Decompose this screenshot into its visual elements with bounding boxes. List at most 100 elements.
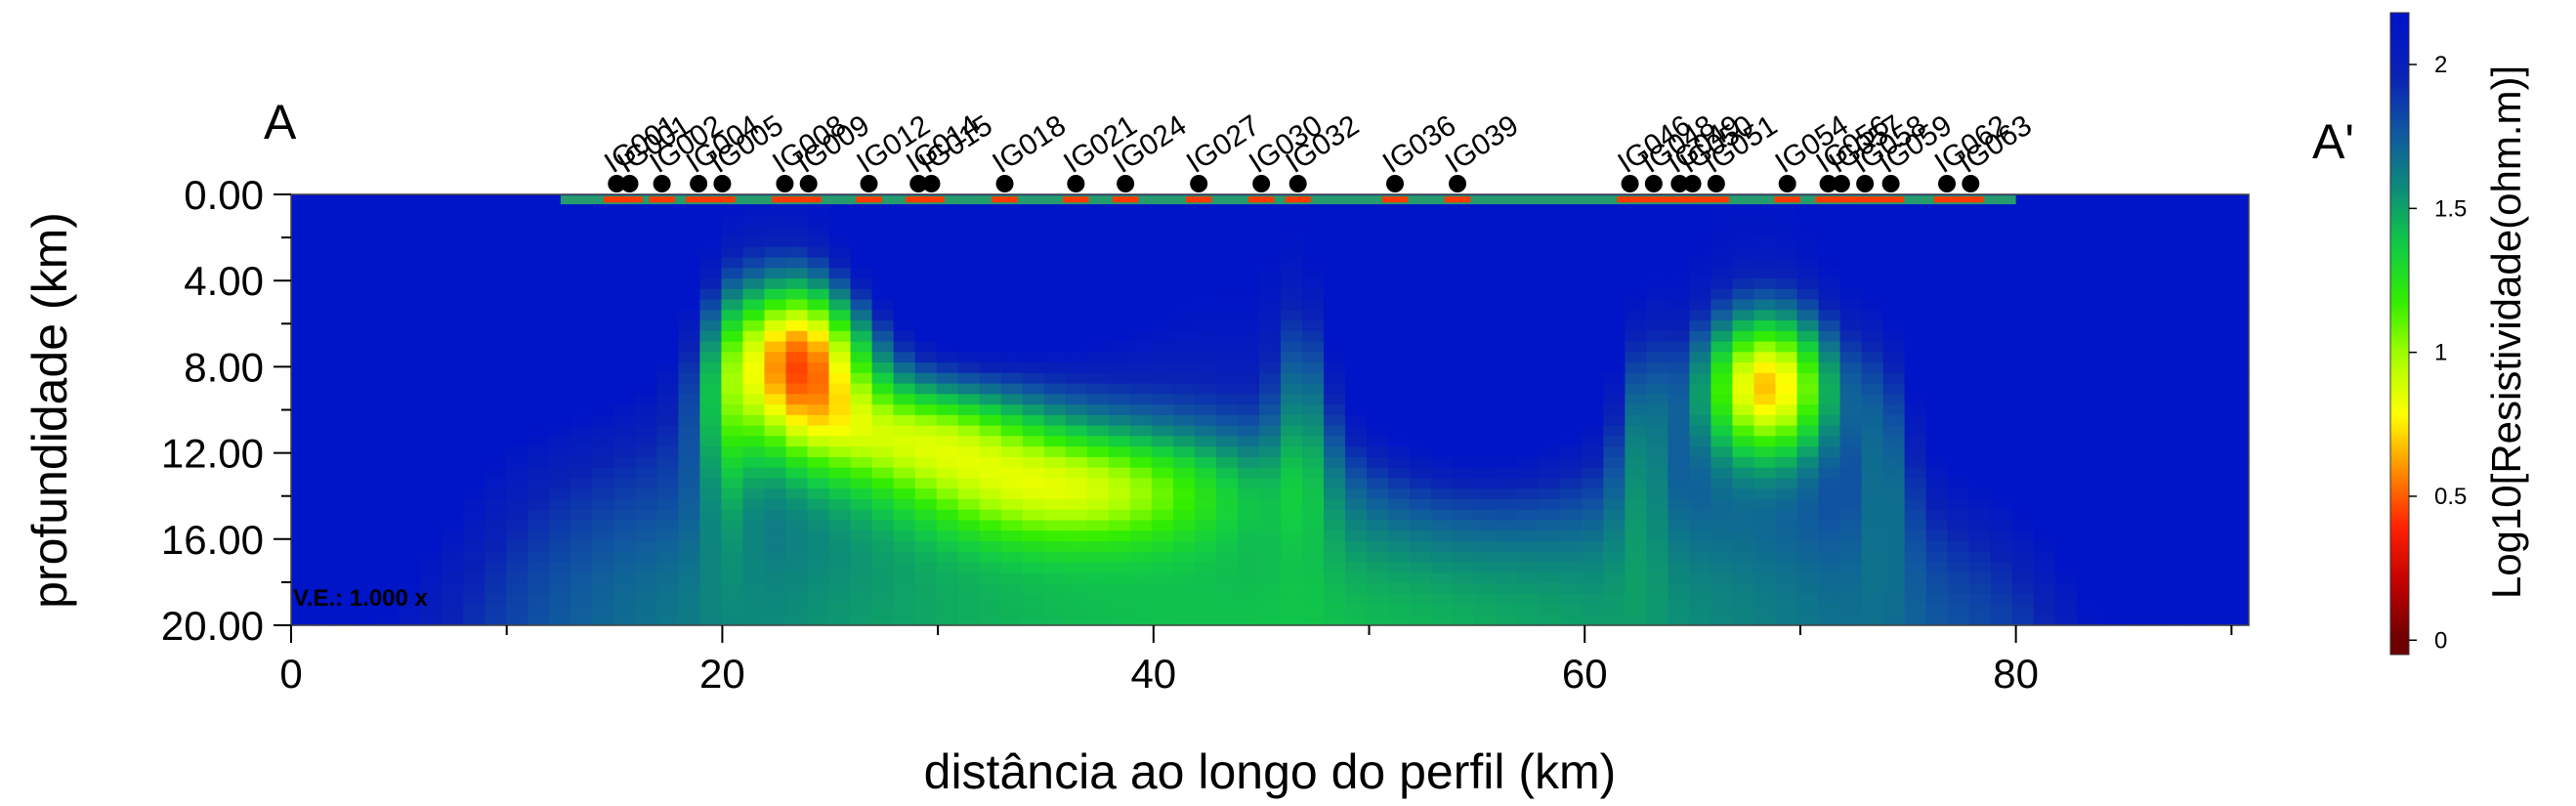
heatmap-cell — [1539, 593, 1561, 606]
heatmap-cell — [1710, 268, 1734, 279]
heatmap-cell — [1410, 204, 1432, 217]
heatmap-cell — [2140, 520, 2164, 531]
heatmap-cell — [356, 456, 378, 469]
heatmap-cell — [1281, 509, 1303, 522]
heatmap-cell — [1172, 288, 1196, 301]
heatmap-cell — [635, 436, 657, 447]
heatmap-cell — [1925, 288, 1949, 301]
heatmap-cell — [957, 604, 981, 615]
heatmap-cell — [2097, 498, 2121, 511]
heatmap-cell — [764, 268, 787, 279]
heatmap-cell — [785, 562, 809, 573]
heatmap-cell — [785, 425, 809, 437]
heatmap-cell — [463, 394, 486, 405]
heatmap-cell — [828, 246, 852, 259]
heatmap-cell — [1151, 404, 1174, 416]
heatmap-cell — [1925, 310, 1949, 321]
heatmap-cell — [1517, 383, 1540, 395]
heatmap-cell — [613, 488, 636, 500]
heatmap-cell — [871, 540, 895, 553]
heatmap-cell — [1775, 467, 1798, 480]
heatmap-cell — [1968, 204, 1992, 217]
heatmap-cell — [1904, 593, 1927, 606]
heatmap-cell — [1861, 288, 1884, 301]
heatmap-cell — [420, 278, 443, 290]
heatmap-cell — [1668, 362, 1691, 374]
heatmap-cell — [871, 593, 895, 606]
heatmap-cell — [313, 446, 335, 458]
heatmap-cell — [2054, 573, 2078, 584]
heatmap-cell — [1517, 520, 1540, 531]
heatmap-cell — [528, 478, 550, 489]
heatmap-cell — [2097, 414, 2121, 427]
heatmap-cell — [1582, 425, 1604, 437]
heatmap-cell — [399, 540, 421, 553]
heatmap-cell — [1410, 246, 1432, 259]
heatmap-cell — [957, 268, 981, 279]
heatmap-cell — [613, 215, 636, 227]
heatmap-cell — [1000, 562, 1024, 573]
heatmap-cell — [1281, 467, 1303, 480]
heatmap-cell — [2011, 615, 2035, 626]
heatmap-cell — [1237, 362, 1260, 374]
heatmap-cell — [2076, 604, 2099, 615]
heatmap-cell — [1324, 551, 1346, 564]
heatmap-cell — [1689, 446, 1712, 458]
heatmap-cell — [2140, 352, 2164, 363]
heatmap-cell — [957, 372, 981, 385]
heatmap-cell — [1172, 520, 1196, 531]
heatmap-cell — [1496, 352, 1518, 363]
heatmap-cell — [2119, 446, 2142, 458]
heatmap-cell — [2162, 372, 2185, 385]
heatmap-cell — [1603, 615, 1626, 626]
heatmap-cell — [2097, 530, 2121, 542]
heatmap-cell — [1215, 404, 1239, 416]
heatmap-cell — [291, 320, 314, 332]
heatmap-cell — [1281, 488, 1303, 500]
heatmap-cell — [1775, 573, 1798, 584]
heatmap-cell — [1172, 615, 1196, 626]
heatmap-cell — [1453, 615, 1475, 626]
heatmap-cell — [1839, 488, 1863, 500]
heatmap-cell — [2162, 299, 2185, 311]
heatmap-cell — [1194, 498, 1217, 511]
heatmap-cell — [1345, 604, 1368, 615]
heatmap-cell — [1646, 246, 1668, 259]
heatmap-cell — [485, 520, 507, 531]
heatmap-cell — [1839, 299, 1863, 311]
heatmap-cell — [291, 456, 314, 469]
heatmap-cell — [871, 394, 895, 405]
heatmap-cell — [1281, 615, 1303, 626]
heatmap-cell — [635, 394, 657, 405]
heatmap-cell — [420, 573, 443, 584]
heatmap-cell — [2011, 540, 2035, 553]
heatmap-cell — [1625, 573, 1647, 584]
heatmap-cell — [1603, 362, 1626, 374]
heatmap-cell — [463, 498, 486, 511]
heatmap-cell — [635, 593, 657, 606]
heatmap-cell — [828, 236, 852, 248]
heatmap-cell — [334, 573, 357, 584]
heatmap-cell — [1925, 383, 1949, 395]
heatmap-cell — [2054, 299, 2078, 311]
heatmap-cell — [1108, 562, 1131, 573]
heatmap-cell — [334, 425, 357, 437]
heatmap-cell — [1947, 372, 1970, 385]
heatmap-cell — [1022, 593, 1045, 606]
heatmap-cell — [893, 341, 916, 353]
heatmap-cell — [463, 320, 486, 332]
heatmap-cell — [549, 341, 571, 353]
heatmap-cell — [2205, 372, 2228, 385]
heatmap-cell — [1086, 414, 1110, 427]
heatmap-cell — [742, 330, 766, 343]
heatmap-cell — [1431, 320, 1454, 332]
heatmap-cell — [420, 488, 443, 500]
heatmap-cell — [1151, 478, 1174, 489]
heatmap-cell — [1258, 404, 1282, 416]
heatmap-cell — [356, 394, 378, 405]
heatmap-cell — [1796, 268, 1820, 279]
heatmap-cell — [1194, 404, 1217, 416]
heatmap-cell — [656, 268, 679, 279]
heatmap-cell — [1345, 204, 1368, 217]
heatmap-cell — [936, 582, 959, 595]
